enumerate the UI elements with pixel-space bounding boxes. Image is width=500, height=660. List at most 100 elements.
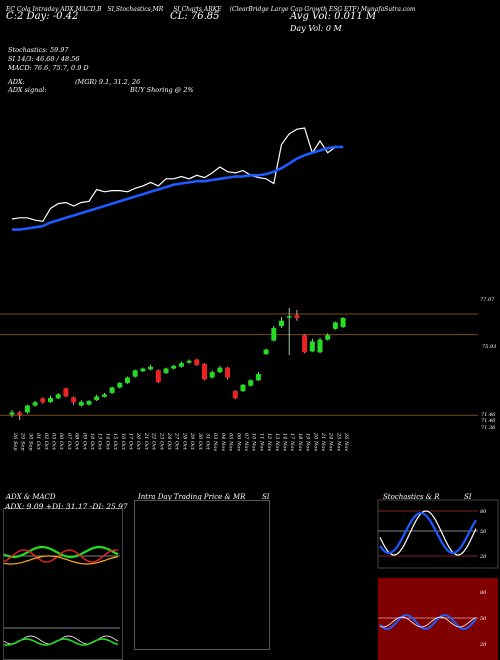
intraday-si-label: SI xyxy=(262,493,270,501)
header-seg-2: SI,Stochastics,MR xyxy=(107,6,164,13)
price-label-71-46a: 71.46 xyxy=(481,412,496,418)
candle-body xyxy=(40,398,46,403)
date-label: 01 Oct xyxy=(35,433,41,451)
macd-signal-line xyxy=(3,638,119,646)
date-label: 21 Nov xyxy=(320,432,326,451)
candle-body xyxy=(86,401,92,405)
rsi-tick-20: 20 xyxy=(479,642,487,648)
candle-body xyxy=(332,322,338,329)
candle-body xyxy=(279,320,284,327)
date-label: 03 Nov xyxy=(212,433,218,451)
price-label-71-46b: 71.46 xyxy=(481,418,496,424)
date-axis: 26 Sep 29 Sep 30 Sep 01 Oct 02 Oct 03 Oct 06 O… xyxy=(12,432,349,451)
price-label-75-93: 75.93 xyxy=(482,344,496,350)
stoch-tick-80: 80 xyxy=(480,509,487,515)
candle-body xyxy=(309,341,315,352)
date-label: 21 Oct xyxy=(143,432,149,451)
date-label: 17 Nov xyxy=(289,433,295,451)
candle-body xyxy=(155,370,161,383)
candle-body xyxy=(163,368,169,374)
date-label: 27 Oct xyxy=(174,432,180,451)
date-label: 20 Nov xyxy=(312,432,318,451)
candle-body xyxy=(101,394,107,397)
plus-di-line xyxy=(3,545,119,559)
date-label: 07 Oct xyxy=(66,433,72,451)
adx-signal-label: ADX signal: xyxy=(8,86,47,94)
stoch-tick-20: 20 xyxy=(479,554,487,560)
adx-label: ADX: xyxy=(8,78,25,86)
date-label: 14 Oct xyxy=(104,433,110,451)
intraday-panel-title: Intra Day Trading Price & MR xyxy=(138,493,246,501)
date-label: 29 Oct xyxy=(189,432,195,451)
mrsi-line xyxy=(379,616,477,628)
candle-body xyxy=(148,366,154,370)
candle-body xyxy=(225,367,231,378)
rsi-tick-50: 50 xyxy=(480,616,487,622)
date-label: 13 Oct xyxy=(97,433,103,451)
header-seg-1: EC Cola Intraday ADX,MACD,B xyxy=(6,6,102,13)
date-label: 24 Nov xyxy=(328,432,334,451)
date-label: 31 Oct xyxy=(205,433,211,451)
candle-body xyxy=(194,359,200,365)
candle-body xyxy=(55,394,61,399)
date-label: 18 Nov xyxy=(297,433,303,451)
stoch-panel-title: Stochastics & R xyxy=(383,493,440,501)
date-label: 09 Oct xyxy=(81,433,87,451)
candle-body xyxy=(202,364,207,380)
candle-body xyxy=(9,412,15,415)
date-label: 30 Oct xyxy=(197,433,203,451)
macd-value: MACD: 76.6, 75.7, 0.9 D xyxy=(8,64,89,72)
header-seg-4: (ClearBridge Large Cap Growth ESG ETF) M… xyxy=(229,6,416,13)
candle-body xyxy=(32,402,38,406)
candle-body xyxy=(248,380,254,386)
candle-body xyxy=(271,327,277,341)
date-label: 23 Oct xyxy=(158,432,164,451)
date-label: 07 Nov xyxy=(243,433,249,451)
candle-body xyxy=(17,412,23,415)
price-label-71-36: 71.36 xyxy=(481,425,496,431)
candle-body xyxy=(186,360,192,363)
date-label: 12 Nov xyxy=(266,433,272,451)
day-volume: Day Vol: 0 M xyxy=(290,24,342,33)
date-label: 26 Nov xyxy=(343,432,349,451)
date-label: 08 Oct xyxy=(74,433,80,451)
date-label: 05 Nov xyxy=(228,433,234,451)
si-value: SI 14/3: 46.68 / 48.56 xyxy=(8,55,80,63)
avg-volume: Avg Vol: 0.011 M xyxy=(290,11,377,22)
candle-body xyxy=(132,370,138,377)
candle-body xyxy=(63,388,69,397)
date-label: 10 Nov xyxy=(251,433,257,451)
candle-body xyxy=(140,368,146,372)
date-label: 10 Oct xyxy=(89,433,95,451)
candle-body xyxy=(48,397,53,402)
candle-body xyxy=(94,396,100,401)
rsi-line xyxy=(379,614,477,630)
intraday-panel xyxy=(134,500,270,650)
date-label: 28 Oct xyxy=(181,432,187,451)
date-label: 24 Oct xyxy=(166,432,172,451)
candle-body xyxy=(125,377,130,383)
date-label: 14 Nov xyxy=(282,433,288,451)
price-axis: 77.07 75.93 71.46 71.46 71.36 xyxy=(480,297,496,431)
header-seg-3: SI Charts ARKE xyxy=(173,6,222,13)
main-chart xyxy=(0,127,478,420)
date-label: 17 Oct xyxy=(128,433,134,451)
candle-body xyxy=(255,373,261,381)
buy-signal: BUY Shoring @ 2% xyxy=(130,86,194,94)
adx-values: (MGR) 9.1, 31.2, 26 xyxy=(75,78,141,86)
candle-body xyxy=(232,391,238,399)
date-label: 11 Nov xyxy=(258,433,264,451)
adx-panel-title: ADX & MACD xyxy=(6,493,56,501)
candle-body xyxy=(340,317,346,328)
date-label: 16 Oct xyxy=(120,433,126,451)
candle-body xyxy=(302,335,308,353)
rsi-tick-80: 80 xyxy=(480,590,487,596)
candle-body xyxy=(78,401,84,406)
candle-body xyxy=(178,363,184,367)
stoch-d-line xyxy=(379,511,477,555)
candle-body xyxy=(217,367,223,373)
stoch-si-label: SI xyxy=(464,493,472,501)
candle-body xyxy=(117,382,123,388)
date-label: 22 Oct xyxy=(151,432,157,451)
adx-values: ADX: 9.09 +DI: 31.17 -DI: 25.97 xyxy=(5,502,128,511)
